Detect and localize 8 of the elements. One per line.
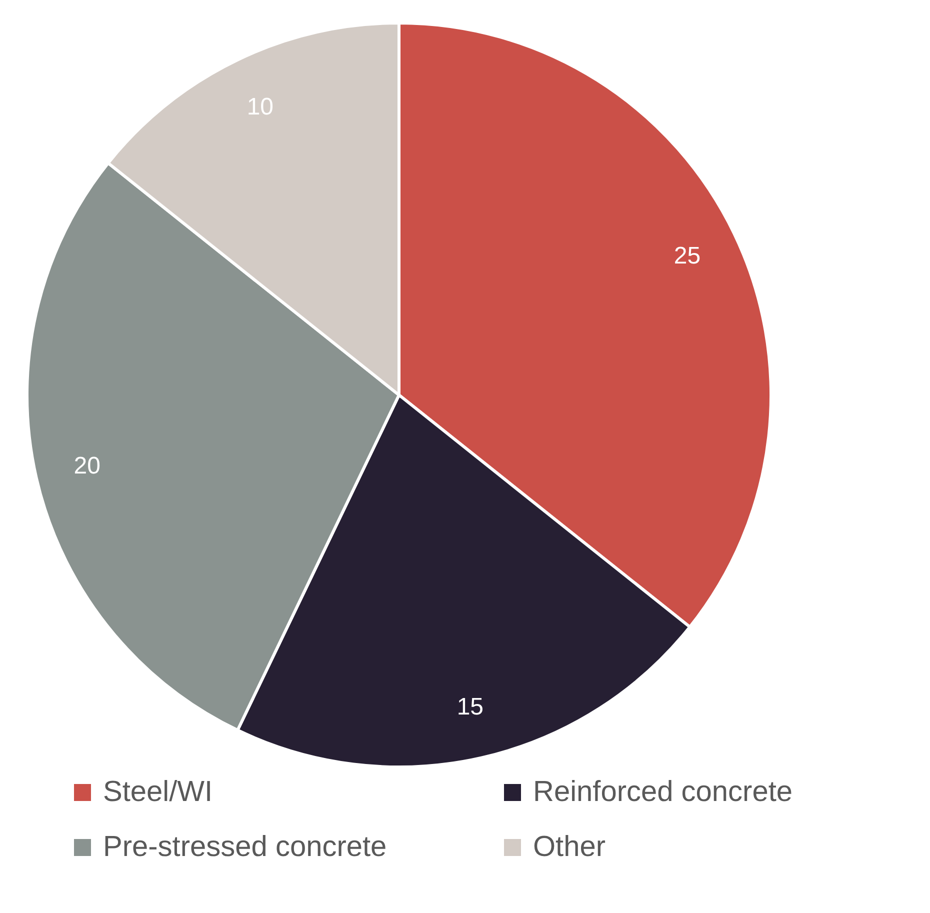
legend-label: Other: [533, 831, 606, 864]
legend-label: Reinforced concrete: [533, 776, 793, 809]
legend-label: Pre-stressed concrete: [103, 831, 387, 864]
data-label: 10: [246, 93, 274, 120]
data-label: 15: [456, 693, 484, 720]
data-label: 25: [674, 242, 701, 270]
legend-label: Steel/WI: [103, 776, 213, 809]
data-label: 20: [74, 452, 100, 480]
